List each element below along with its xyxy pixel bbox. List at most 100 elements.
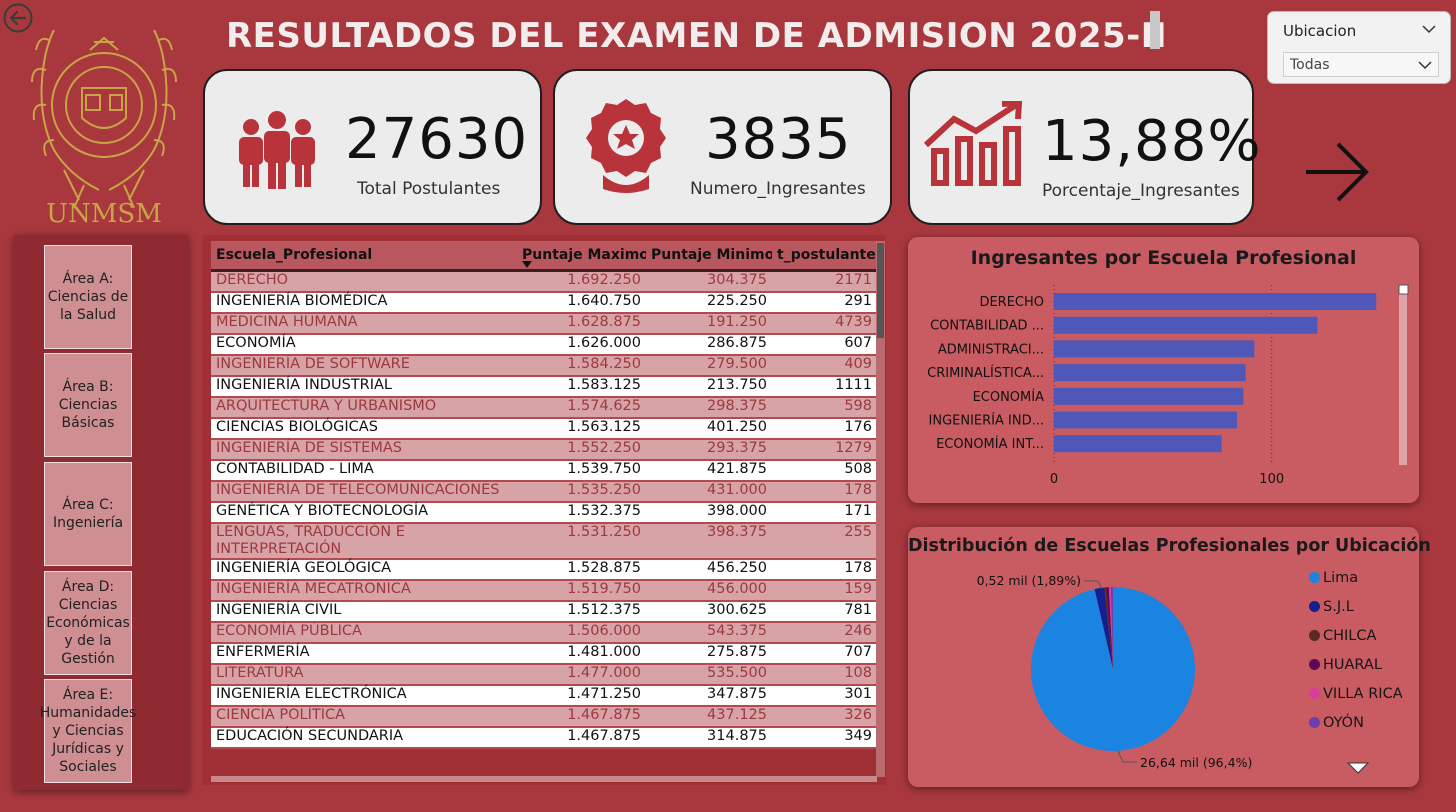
pie-slice-chilca[interactable] bbox=[1104, 587, 1113, 669]
bar-7[interactable] bbox=[1054, 435, 1222, 453]
table-row[interactable]: INGENIERÍA ELECTRÓNICA 1.471.250 347.875 30… bbox=[211, 685, 877, 707]
kpi-total-postulantes: 27630 Total Postulantes bbox=[203, 69, 542, 225]
table-row[interactable]: LITERATURA 1.477.000 535.500 108 bbox=[211, 664, 877, 686]
numero-ingresantes-caption: Numero_Ingresantes bbox=[690, 179, 866, 199]
pie-chart[interactable]: 0,52 mil (1,89%) 26,64 mil (96,4%) bbox=[908, 527, 1419, 787]
bar-chart-scrollbar[interactable] bbox=[1399, 287, 1407, 465]
legend-item[interactable]: VILLA RICA bbox=[1309, 686, 1403, 702]
cell-escuela: INGENIERÍA BIOMÉDICA bbox=[211, 292, 517, 314]
cell-postulantes: 1279 bbox=[772, 439, 877, 461]
cell-puntaje-maximo: 1.692.250 bbox=[517, 270, 646, 293]
next-arrow-icon[interactable] bbox=[1302, 140, 1372, 204]
cell-puntaje-minimo: 300.625 bbox=[646, 601, 772, 623]
bar-5[interactable] bbox=[1054, 387, 1244, 405]
col-t-postulantes[interactable]: t_postulantes bbox=[772, 241, 877, 272]
bar-chart-tick-label: 100 bbox=[1259, 472, 1284, 487]
table-row[interactable]: INGENIERÍA DE TELECOMUNICACIONES 1.535.25… bbox=[211, 481, 877, 503]
cell-puntaje-maximo: 1.535.250 bbox=[517, 481, 646, 503]
cell-postulantes: 607 bbox=[772, 334, 877, 356]
area-navigation-panel: Área A: Ciencias de la Salud Área B: Cie… bbox=[14, 235, 188, 790]
cell-puntaje-minimo: 431.000 bbox=[646, 481, 772, 503]
legend-dot bbox=[1309, 688, 1320, 699]
legend-label: VILLA RICA bbox=[1323, 686, 1403, 702]
bar-3[interactable] bbox=[1054, 340, 1255, 358]
area-e-button[interactable]: Área E: Humanidades y Ciencias Jurídicas… bbox=[40, 679, 136, 783]
ubicacion-dropdown[interactable]: Todas bbox=[1283, 52, 1439, 77]
table-row[interactable]: ECONOMÍA 1.626.000 286.875 607 bbox=[211, 334, 877, 356]
table-row[interactable]: CONTABILIDAD - LIMA 1.539.750 421.875 508 bbox=[211, 460, 877, 482]
cell-puntaje-minimo: 543.375 bbox=[646, 622, 772, 644]
bar-1[interactable] bbox=[1054, 293, 1377, 310]
bar-chart-scroll-thumb[interactable] bbox=[1398, 284, 1409, 295]
table-row[interactable]: GENÉTICA Y BIOTECNOLOGÍA 1.532.375 398.000… bbox=[211, 502, 877, 524]
table-row[interactable]: DERECHO 1.692.250 304.375 2171 bbox=[211, 270, 877, 293]
cell-postulantes: 349 bbox=[772, 727, 877, 749]
table-row[interactable]: INGENIERÍA CIVIL 1.512.375 300.625 781 bbox=[211, 601, 877, 623]
cell-puntaje-maximo: 1.640.750 bbox=[517, 292, 646, 314]
table-row[interactable]: MEDICINA HUMANA 1.628.875 191.250 4739 bbox=[211, 313, 877, 335]
cell-postulantes: 707 bbox=[772, 643, 877, 665]
cell-escuela: ENFERMERÍA bbox=[211, 643, 517, 665]
cell-puntaje-maximo: 1.528.875 bbox=[517, 559, 646, 581]
bar-chart-card: Ingresantes por Escuela Profesional 0 100… bbox=[908, 237, 1419, 503]
chevron-down-icon[interactable] bbox=[1422, 24, 1436, 34]
cell-postulantes: 291 bbox=[772, 292, 877, 314]
bar-2[interactable] bbox=[1054, 316, 1318, 334]
legend-item[interactable]: S.J.L bbox=[1309, 599, 1354, 615]
cell-puntaje-maximo: 1.574.625 bbox=[517, 397, 646, 419]
col-escuela-profesional[interactable]: Escuela_Profesional bbox=[211, 241, 517, 272]
cell-escuela: INGENIERÍA GEOLÓGICA bbox=[211, 559, 517, 581]
cell-puntaje-maximo: 1.583.125 bbox=[517, 376, 646, 398]
table-scroll-thumb[interactable] bbox=[877, 243, 884, 338]
area-a-button[interactable]: Área A: Ciencias de la Salud bbox=[44, 245, 132, 349]
bar-6[interactable] bbox=[1054, 411, 1237, 429]
legend-item[interactable]: HUARAL bbox=[1309, 657, 1382, 673]
legend-label: HUARAL bbox=[1323, 657, 1382, 673]
cell-postulantes: 246 bbox=[772, 622, 877, 644]
area-d-button[interactable]: Área D: Ciencias Económicas y de la Gest… bbox=[44, 571, 132, 675]
table-row[interactable]: INGENIERÍA DE SISTEMAS 1.552.250 293.375 12… bbox=[211, 439, 877, 461]
table-row[interactable]: INGENIERÍA DE SOFTWARE 1.584.250 279.500 40… bbox=[211, 355, 877, 377]
pie-slice-villa-rica[interactable] bbox=[1108, 587, 1113, 669]
cell-puntaje-minimo: 191.250 bbox=[646, 313, 772, 335]
table-row[interactable]: ECONOMÍA PÚBLICA 1.506.000 543.375 246 bbox=[211, 622, 877, 644]
legend-item[interactable]: CHILCA bbox=[1309, 628, 1376, 644]
legend-item[interactable]: OYÓN bbox=[1309, 715, 1364, 731]
legend-dot bbox=[1309, 659, 1320, 670]
area-c-button[interactable]: Área C: Ingeniería bbox=[44, 462, 132, 566]
page-title: RESULTADOS DEL EXAMEN DE ADMISION 2025-I… bbox=[226, 16, 1168, 56]
legend-item[interactable]: Lima bbox=[1309, 570, 1358, 586]
legend-scroll-down-icon[interactable] bbox=[1346, 762, 1370, 774]
pie-slice-s-j-l[interactable] bbox=[1094, 587, 1113, 669]
col-puntaje-minimo[interactable]: Puntaje Minimo bbox=[646, 241, 772, 272]
col-puntaje-maximo[interactable]: Puntaje Maximo bbox=[517, 241, 646, 272]
table-row[interactable]: INGENIERÍA INDUSTRIAL 1.583.125 213.750 111… bbox=[211, 376, 877, 398]
cell-postulantes: 409 bbox=[772, 355, 877, 377]
bar-4[interactable] bbox=[1054, 364, 1246, 382]
table-row[interactable]: ENFERMERÍA 1.481.000 275.875 707 bbox=[211, 643, 877, 665]
back-arrow-icon[interactable] bbox=[3, 3, 33, 33]
table-row[interactable]: ARQUITECTURA Y URBANISMO 1.574.625 298.375… bbox=[211, 397, 877, 419]
pie-slice-oy-n[interactable] bbox=[1110, 587, 1113, 669]
area-b-button[interactable]: Área B: Ciencias Básicas bbox=[44, 353, 132, 457]
cell-puntaje-minimo: 437.125 bbox=[646, 706, 772, 728]
cell-escuela: INGENIERÍA DE TELECOMUNICACIONES bbox=[211, 481, 517, 503]
cell-escuela: ECONOMÍA PÚBLICA bbox=[211, 622, 517, 644]
cell-puntaje-minimo: 279.500 bbox=[646, 355, 772, 377]
table-row[interactable]: INGENIERÍA MECATRONICA 1.519.750 456.000 15… bbox=[211, 580, 877, 602]
cell-escuela: MEDICINA HUMANA bbox=[211, 313, 517, 335]
table-row[interactable]: INGENIERÍA GEOLÓGICA 1.528.875 456.250 178 bbox=[211, 559, 877, 581]
table-row[interactable]: CIENCIA POLÍTICA 1.467.875 437.125 326 bbox=[211, 706, 877, 728]
table-horizontal-scrollbar[interactable] bbox=[211, 776, 877, 782]
pie-slice-huaral[interactable] bbox=[1106, 587, 1113, 669]
table-row[interactable]: INGENIERÍA BIOMÉDICA 1.640.750 225.250 291 bbox=[211, 292, 877, 314]
table-vertical-scrollbar[interactable] bbox=[876, 241, 885, 777]
table-row[interactable]: CIENCIAS BIOLÓGICAS 1.563.125 401.250 176 bbox=[211, 418, 877, 440]
ubicacion-slicer[interactable]: Ubicacion Todas bbox=[1267, 11, 1451, 84]
total-postulantes-caption: Total Postulantes bbox=[357, 179, 501, 199]
bar-chart[interactable]: 0 100 DERECHO CONTABILIDAD ... ADMINISTRACI.… bbox=[908, 237, 1419, 503]
cell-escuela: INGENIERÍA INDUSTRIAL bbox=[211, 376, 517, 398]
table-row[interactable]: EDUCACIÓN SECUNDARIA 1.467.875 314.875 349 bbox=[211, 727, 877, 749]
table-row[interactable]: LENGUAS, TRADUCCIÓN E INTERPRETACIÓN 1.53… bbox=[211, 523, 877, 560]
legend-dot bbox=[1309, 717, 1320, 728]
